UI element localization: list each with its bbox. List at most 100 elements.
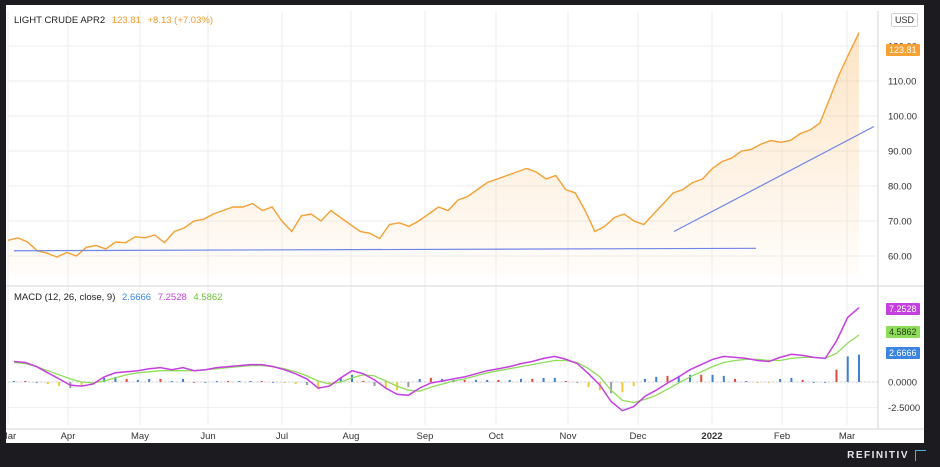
x-tick-label: Dec — [630, 431, 647, 442]
macd-histogram-bar — [238, 380, 241, 382]
chart-panel: 120.00110.00100.0090.0080.0070.0060.000.… — [6, 5, 924, 443]
macd-value-1: 2.6666 — [122, 292, 152, 303]
macd-histogram-bar — [429, 377, 432, 382]
macd-value-3: 4.5862 — [193, 292, 223, 303]
macd-histogram-bar — [711, 374, 714, 382]
macd-tag-macd: 7.2528 — [886, 303, 920, 315]
macd-histogram-bar — [621, 382, 624, 393]
macd-histogram-bar — [508, 379, 511, 382]
x-tick-label: Sep — [417, 431, 434, 442]
x-tick-label: May — [131, 431, 149, 442]
currency-button[interactable]: USD — [890, 13, 918, 27]
macd-histogram-bar — [655, 376, 658, 382]
macd-tick-label: -2.5000 — [888, 403, 920, 414]
x-tick-label: Feb — [774, 431, 790, 442]
macd-histogram-bar — [677, 375, 680, 382]
x-tick-label: Mar — [839, 431, 855, 442]
macd-histogram-bar — [58, 382, 61, 387]
x-tick-label: Oct — [489, 431, 504, 442]
macd-histogram-bar — [858, 354, 860, 382]
price-last-tag: 123.81 — [886, 44, 920, 56]
brand-logo: REFINITIV — [847, 450, 926, 461]
macd-histogram-bar — [35, 382, 38, 383]
macd-histogram-bar — [497, 379, 500, 382]
macd-histogram-bar — [362, 380, 365, 382]
macd-histogram-bar — [136, 379, 139, 382]
macd-histogram-bar — [722, 375, 725, 382]
brand-icon — [915, 450, 926, 461]
macd-histogram-bar — [114, 376, 117, 382]
macd-histogram-bar — [24, 380, 27, 382]
macd-histogram-bar — [170, 380, 173, 382]
macd-histogram-bar — [249, 380, 252, 382]
macd-histogram-bar — [835, 369, 838, 382]
price-tick-label: 100.00 — [888, 112, 917, 123]
macd-histogram-bar — [384, 382, 387, 390]
price-symbol: LIGHT CRUDE APR2 — [14, 15, 106, 26]
x-tick-label: Mar — [6, 431, 16, 442]
macd-histogram-bar — [767, 382, 770, 384]
macd-histogram-bar — [339, 377, 342, 382]
signal-line — [13, 334, 860, 404]
macd-histogram-bar — [632, 382, 635, 387]
macd-histogram-bar — [283, 382, 286, 384]
chart-canvas: 120.00110.00100.0090.0080.0070.0060.000.… — [6, 11, 924, 442]
macd-histogram-bar — [418, 378, 421, 382]
trendline — [13, 247, 757, 252]
macd-histogram-bar — [801, 379, 804, 382]
macd-histogram-bar — [812, 382, 815, 383]
macd-histogram-bar — [125, 378, 128, 382]
macd-histogram-bar — [610, 382, 613, 394]
price-tick-label: 110.00 — [888, 77, 916, 88]
macd-histogram-bar — [846, 356, 849, 382]
macd-histogram-bar — [565, 380, 568, 382]
x-tick-label: Jun — [200, 431, 215, 442]
macd-histogram-bar — [666, 375, 669, 382]
macd-histogram-bar — [182, 378, 184, 382]
macd-histogram-bar — [520, 378, 522, 382]
price-tick-label: 80.00 — [888, 182, 912, 193]
macd-histogram-bar — [373, 382, 376, 387]
macd-histogram-bar — [643, 378, 646, 382]
macd-histogram-bar — [294, 382, 297, 385]
price-tick-label: 70.00 — [888, 217, 912, 228]
macd-histogram-bar — [148, 378, 151, 382]
macd-histogram-bar — [193, 382, 196, 383]
macd-histogram-bar — [328, 382, 331, 385]
x-tick-label: Aug — [343, 431, 360, 442]
macd-histogram-bar — [531, 378, 534, 382]
macd-histogram-bar — [576, 382, 579, 384]
macd-histogram-bar — [790, 377, 793, 382]
macd-histogram-bar — [779, 378, 782, 382]
macd-histogram-bar — [689, 374, 691, 382]
macd-histogram-bar — [46, 382, 49, 385]
macd-histogram-bar — [227, 380, 230, 382]
macd-tag-signal: 4.5862 — [886, 326, 920, 338]
macd-histogram-bar — [407, 382, 410, 388]
x-tick-label: Nov — [560, 431, 577, 442]
price-tick-label: 90.00 — [888, 147, 912, 158]
macd-histogram-bar — [553, 377, 556, 382]
macd-histogram-bar — [272, 382, 275, 383]
macd-histogram-bar — [463, 379, 466, 382]
macd-histogram-bar — [542, 377, 545, 382]
macd-histogram-bar — [215, 380, 218, 382]
macd-histogram-bar — [159, 378, 162, 382]
macd-tick-label: 0.0000 — [888, 378, 917, 389]
brand-text: REFINITIV — [847, 450, 909, 461]
macd-histogram-bar — [734, 378, 737, 382]
x-tick-label: Apr — [61, 431, 76, 442]
macd-histogram-bar — [700, 374, 703, 382]
price-area — [8, 32, 859, 278]
macd-histogram-bar — [103, 377, 106, 382]
price-legend: LIGHT CRUDE APR2 123.81 +8.13 (+7.03%) — [14, 15, 217, 26]
macd-label: MACD (12, 26, close, 9) — [14, 292, 116, 303]
macd-histogram-bar — [474, 379, 477, 382]
macd-histogram-bar — [486, 379, 489, 382]
price-change: +8.13 (+7.03%) — [147, 15, 214, 26]
x-tick-label: 2022 — [701, 431, 722, 442]
macd-histogram-bar — [260, 380, 263, 382]
price-last: 123.81 — [111, 15, 141, 26]
macd-histogram-bar — [13, 380, 15, 382]
macd-histogram-bar — [587, 382, 590, 388]
